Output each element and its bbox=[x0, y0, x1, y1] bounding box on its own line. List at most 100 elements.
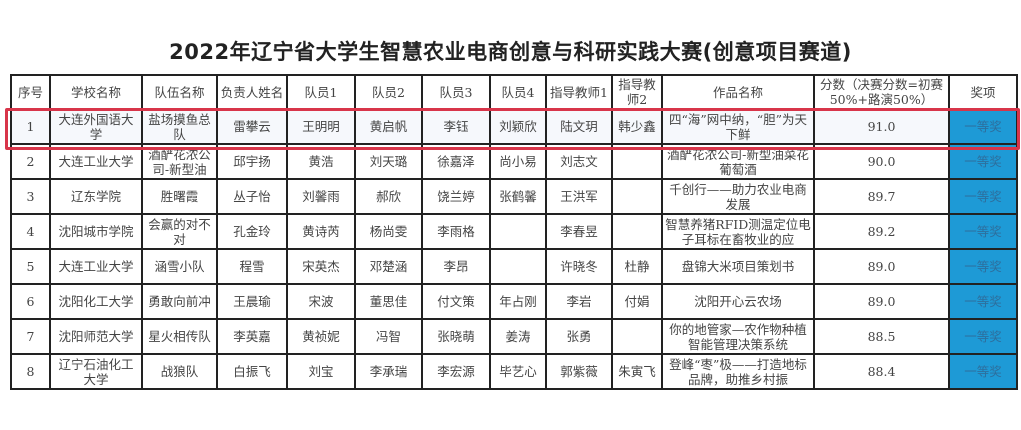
cell-member4: 年占刚 bbox=[489, 283, 547, 320]
cell-text: 白振飞 bbox=[233, 364, 271, 379]
cell-score: 88.5 bbox=[813, 318, 950, 355]
cell-school: 沈阳化工大学 bbox=[49, 283, 143, 320]
cell-text: 盘锦大米项目策划书 bbox=[681, 259, 795, 274]
cell-text: 胜曙霞 bbox=[160, 189, 199, 204]
cell-advisor2 bbox=[611, 213, 663, 250]
results-table: 序号 学校名称 队伍名称 负责人姓名 队员1 队员2 队员3 队员4 指导教师1 指导教师2 作品名… bbox=[10, 74, 1018, 390]
table-row: 7 沈阳师范大学 星火相传队 李英嘉 黄祯妮 冯智 张晓萌 姜涛 张勇 你的地管家—农作物种植智能… bbox=[10, 318, 1018, 355]
cell-text: 酒酽花浓公司-新型油菜花葡萄酒 bbox=[667, 146, 809, 177]
cell-score: 89.0 bbox=[813, 248, 950, 285]
cell-project: 酒酽花浓公司-新型油菜花葡萄酒 bbox=[661, 143, 815, 180]
cell-index: 3 bbox=[10, 178, 51, 215]
cell-team: 会赢的对不对 bbox=[141, 213, 218, 250]
header-label: 队员3 bbox=[439, 84, 473, 100]
cell-school: 沈阳城市学院 bbox=[49, 213, 143, 250]
header-label: 队员2 bbox=[372, 84, 405, 100]
cell-text: 一等奖 bbox=[964, 189, 1002, 204]
cell-text: 王晨瑜 bbox=[233, 294, 271, 309]
cell-text: 盐场摸鱼总队 bbox=[148, 111, 211, 142]
cell-team: 胜曙霞 bbox=[141, 178, 218, 215]
cell-text: 郭紫薇 bbox=[560, 364, 598, 379]
cell-advisor2 bbox=[611, 178, 663, 215]
header-member2: 队员2 bbox=[354, 74, 423, 110]
cell-index: 1 bbox=[10, 108, 51, 145]
cell-text: 年占刚 bbox=[499, 294, 537, 309]
table-row: 4 沈阳城市学院 会赢的对不对 孔金玲 黄诗芮 杨尚雯 李雨格 李春昱 智慧养猪RFID测温定位… bbox=[10, 213, 1018, 250]
cell-school: 大连工业大学 bbox=[49, 143, 143, 180]
cell-project: 盘锦大米项目策划书 bbox=[661, 248, 815, 285]
cell-member4: 毕艺心 bbox=[489, 353, 547, 390]
cell-text: 一等奖 bbox=[964, 329, 1002, 344]
header-member3: 队员3 bbox=[421, 74, 491, 110]
cell-member2: 董思佳 bbox=[354, 283, 423, 320]
header-member1: 队员1 bbox=[286, 74, 356, 110]
cell-score: 89.2 bbox=[813, 213, 950, 250]
cell-member1: 宋波 bbox=[286, 283, 356, 320]
table-row: 3 辽东学院 胜曙霞 丛子怡 刘馨雨 郝欣 饶兰婷 张鹤馨 王洪军 千创行——助力农业电商发展 89… bbox=[10, 178, 1018, 215]
cell-text: 邓楚涵 bbox=[369, 259, 408, 274]
cell-text: 89.0 bbox=[867, 294, 896, 309]
cell-text: 勇敢向前冲 bbox=[148, 294, 211, 309]
cell-advisor2 bbox=[611, 143, 663, 180]
header-member4: 队员4 bbox=[489, 74, 547, 110]
cell-text: 大连工业大学 bbox=[58, 154, 134, 169]
cell-index: 6 bbox=[10, 283, 51, 320]
cell-text: 刘馨雨 bbox=[302, 189, 340, 204]
cell-text: 张勇 bbox=[566, 329, 592, 344]
cell-text: 刘天璐 bbox=[369, 154, 408, 169]
cell-text: 李昂 bbox=[443, 259, 469, 274]
cell-award: 一等奖 bbox=[948, 318, 1018, 355]
cell-project: 你的地管家—农作物种植智能管理决策系统 bbox=[661, 318, 815, 355]
cell-member4 bbox=[489, 248, 547, 285]
cell-text: 饶兰婷 bbox=[437, 189, 475, 204]
cell-school: 沈阳师范大学 bbox=[49, 318, 143, 355]
cell-text: 酒酽花浓公司-新型油 bbox=[148, 146, 211, 177]
cell-advisor1: 郭紫薇 bbox=[545, 353, 613, 390]
header-label: 指导教师2 bbox=[618, 77, 656, 107]
cell-text: 李岩 bbox=[566, 294, 592, 309]
cell-leader: 李英嘉 bbox=[216, 318, 288, 355]
header-label: 指导教师1 bbox=[550, 84, 608, 100]
cell-text: 刘志文 bbox=[560, 154, 598, 169]
cell-text: 冯智 bbox=[375, 329, 401, 344]
cell-award: 一等奖 bbox=[948, 178, 1018, 215]
cell-text: 沈阳城市学院 bbox=[58, 224, 134, 239]
cell-text: 李承瑞 bbox=[369, 364, 408, 379]
cell-team: 星火相传队 bbox=[141, 318, 218, 355]
cell-text: 尚小易 bbox=[499, 154, 537, 169]
cell-text: 姜涛 bbox=[505, 329, 531, 344]
cell-text: 丛子怡 bbox=[233, 189, 271, 204]
cell-award: 一等奖 bbox=[948, 143, 1018, 180]
cell-text: 一等奖 bbox=[964, 119, 1002, 134]
cell-member1: 王明明 bbox=[286, 108, 356, 145]
cell-member3: 饶兰婷 bbox=[421, 178, 491, 215]
cell-text: 会赢的对不对 bbox=[148, 216, 211, 247]
cell-advisor1: 陆文玥 bbox=[545, 108, 613, 145]
header-label: 学校名称 bbox=[70, 84, 121, 100]
cell-text: 郝欣 bbox=[375, 189, 401, 204]
cell-member1: 宋英杰 bbox=[286, 248, 356, 285]
cell-text: 四“海”网中纳，“胆”为天下鲜 bbox=[668, 111, 808, 142]
cell-score: 88.4 bbox=[813, 353, 950, 390]
header-label: 作品名称 bbox=[712, 84, 763, 100]
cell-award: 一等奖 bbox=[948, 248, 1018, 285]
cell-award: 一等奖 bbox=[948, 353, 1018, 390]
cell-text: 一等奖 bbox=[964, 224, 1002, 239]
cell-text: 一等奖 bbox=[964, 364, 1002, 379]
cell-leader: 王晨瑜 bbox=[216, 283, 288, 320]
cell-text: 88.5 bbox=[867, 329, 896, 344]
cell-member3: 李宏源 bbox=[421, 353, 491, 390]
cell-text: 6 bbox=[26, 294, 35, 309]
cell-text: 宋英杰 bbox=[302, 259, 340, 274]
cell-award: 一等奖 bbox=[948, 283, 1018, 320]
cell-text: 程雪 bbox=[239, 259, 265, 274]
cell-member4: 刘颖欣 bbox=[489, 108, 547, 145]
cell-text: 黄诗芮 bbox=[302, 224, 340, 239]
cell-member2: 冯智 bbox=[354, 318, 423, 355]
cell-text: 付文策 bbox=[437, 294, 475, 309]
cell-text: 8 bbox=[26, 364, 35, 379]
cell-member3: 付文策 bbox=[421, 283, 491, 320]
cell-member3: 张晓萌 bbox=[421, 318, 491, 355]
cell-member2: 邓楚涵 bbox=[354, 248, 423, 285]
cell-leader: 程雪 bbox=[216, 248, 288, 285]
